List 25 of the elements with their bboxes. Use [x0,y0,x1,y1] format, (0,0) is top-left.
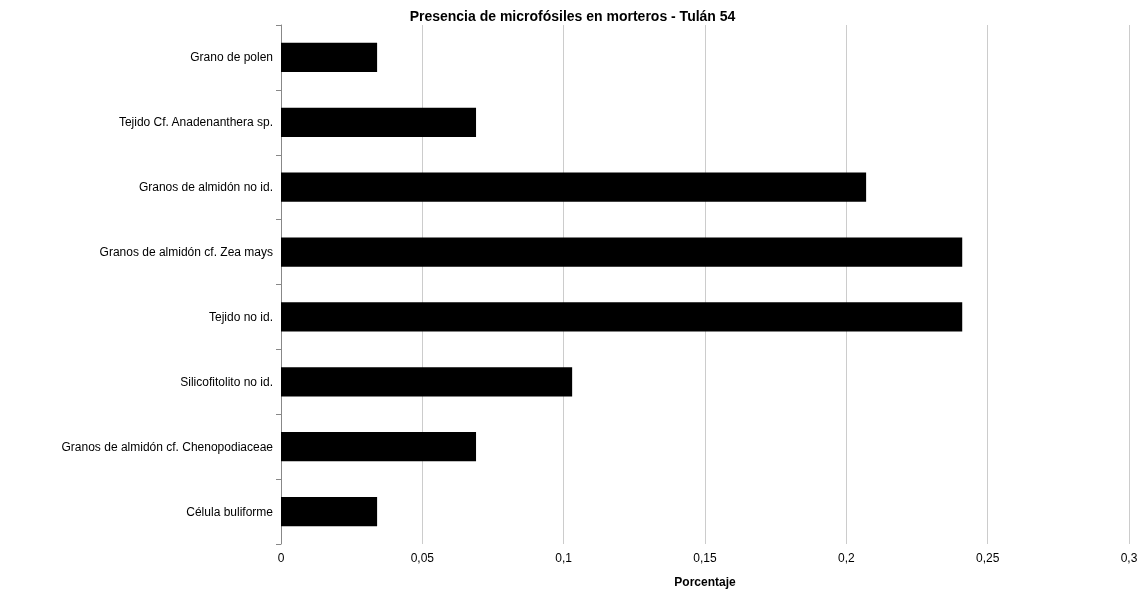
x-tick-label: 0,25 [975,551,1000,565]
bar [281,367,573,397]
bar [281,172,867,202]
bar [281,237,963,267]
x-tick-label: 0,05 [410,551,435,565]
y-tick-label: Silicofitolito no id. [180,374,273,389]
x-tick-label: 0,15 [693,551,717,565]
y-tick-label: Granos de almidón no id. [138,180,273,195]
bar [281,42,378,73]
x-axis-title: Porcentaje [674,575,737,589]
chart-title: Presencia de microfósiles en morteros - Tulán 54 [409,8,736,24]
y-tick-label: Tejido no id. [208,309,273,324]
x-tick-label: 0 [277,551,285,565]
bar [281,496,378,527]
bar [281,432,477,462]
x-tick-label: 0,1 [555,551,573,565]
y-tick-label: Célula buliforme [186,504,274,519]
x-tick-label: 0,3 [1120,551,1138,565]
bar [281,107,477,137]
y-tick-label: Tejido Cf. Anadenanthera sp. [118,115,273,130]
y-tick-label: Grano de polen [190,50,273,65]
y-tick-label: Granos de almidón cf. Zea mays [99,245,273,260]
x-tick-label: 0,2 [837,551,855,565]
bar [281,302,963,332]
y-tick-label: Granos de almidón cf. Chenopodiaceae [61,439,274,454]
